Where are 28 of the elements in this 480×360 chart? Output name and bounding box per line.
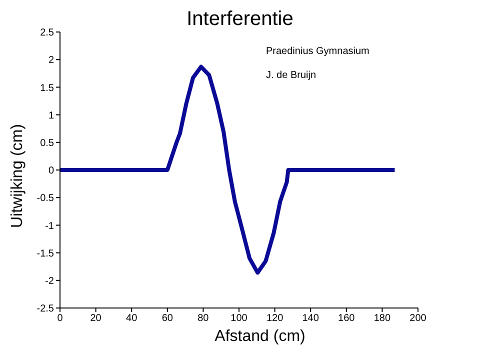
line-series — [60, 64, 397, 275]
annotation: J. de Bruijn — [266, 70, 316, 81]
x-tick-label: 0 — [57, 313, 64, 324]
x-axis-title: Afstand (cm) — [214, 328, 306, 346]
y-tick-label: -2 — [45, 276, 54, 287]
y-tick-label: 1 — [48, 110, 54, 122]
x-tick-label: 160 — [338, 313, 356, 324]
x-tick-label: 80 — [198, 313, 210, 324]
y-tick-label: 1.5 — [40, 82, 54, 94]
x-tick-label: 200 — [410, 313, 427, 324]
y-tick-label: 0 — [48, 166, 54, 177]
annotation: Praedinius Gymnasium — [266, 46, 370, 57]
y-tick-label: 2 — [48, 55, 54, 66]
y-tick-label: 0.5 — [40, 138, 54, 149]
x-tick-label: 40 — [126, 313, 138, 324]
x-tick-label: 180 — [374, 313, 391, 324]
x-tick-label: 140 — [302, 313, 320, 324]
x-tick-label: 120 — [266, 313, 284, 324]
y-tick-label: -1.5 — [36, 248, 54, 260]
y-axis-title: Uitwijking (cm) — [9, 124, 27, 228]
y-tick-label: -2.5 — [36, 304, 54, 315]
x-tick-label: 20 — [90, 313, 102, 324]
y-tick-label: -0.5 — [36, 193, 54, 204]
x-tick-label: 60 — [162, 313, 174, 324]
y-tick-label: -1 — [45, 220, 54, 232]
chart-title: Interferentie — [186, 8, 294, 30]
y-tick-label: 2.5 — [40, 28, 54, 39]
x-tick-label: 100 — [230, 313, 248, 324]
